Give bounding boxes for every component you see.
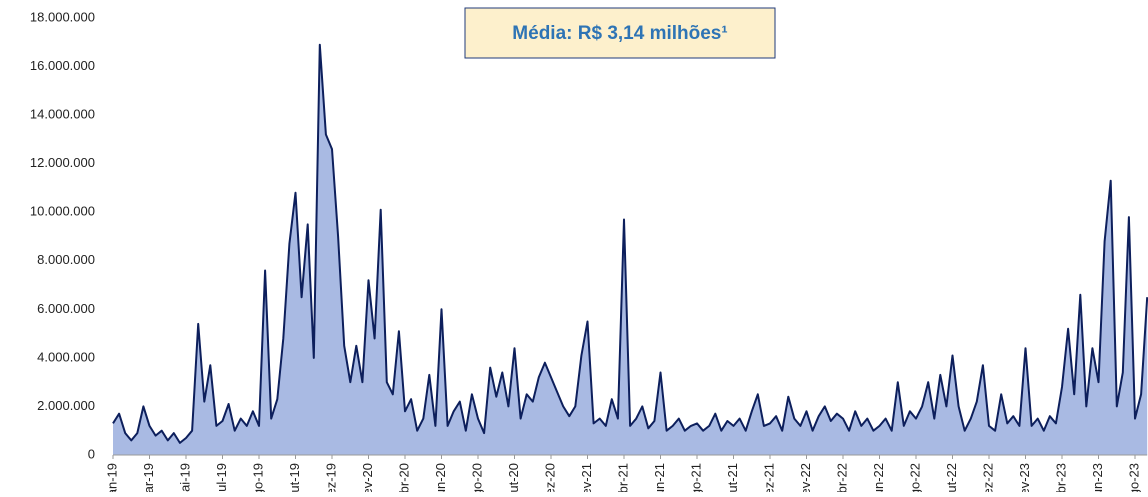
area [113, 44, 1148, 455]
x-tick-label: abr-20 [396, 463, 411, 492]
x-tick-label: out-20 [506, 463, 521, 492]
x-tick-label: fev-22 [798, 463, 813, 492]
y-tick-label: 0 [88, 446, 95, 461]
x-tick-label: ago-21 [688, 463, 703, 492]
x-tick-label: dez-19 [323, 463, 338, 492]
x-tick-label: abr-23 [1053, 463, 1068, 492]
x-tick-label: dez-20 [542, 463, 557, 492]
x-tick-label: jun-21 [652, 463, 667, 492]
y-tick-label: 8.000.000 [37, 252, 95, 267]
x-tick-label: ago-20 [469, 463, 484, 492]
x-tick-label: jun-22 [871, 463, 886, 492]
annotation-box [464, 7, 776, 59]
x-tick-label: out-21 [725, 463, 740, 492]
y-tick-label: 12.000.000 [30, 155, 95, 170]
x-tick-label: fev-21 [579, 463, 594, 492]
x-tick-label: mar-19 [141, 463, 156, 492]
y-tick-label: 14.000.000 [30, 107, 95, 122]
x-tick-label: dez-22 [980, 463, 995, 492]
x-tick-label: ago-19 [250, 463, 265, 492]
y-tick-label: 2.000.000 [37, 398, 95, 413]
x-tick-label: ago-23 [1126, 463, 1141, 492]
y-tick-label: 6.000.000 [37, 301, 95, 316]
y-tick-label: 18.000.000 [30, 9, 95, 24]
x-tick-label: out-22 [944, 463, 959, 492]
y-tick-label: 16.000.000 [30, 58, 95, 73]
y-tick-label: 10.000.000 [30, 204, 95, 219]
x-tick-label: fev-20 [360, 463, 375, 492]
x-tick-label: jan-19 [104, 463, 119, 492]
x-tick-label: jun-23 [1090, 463, 1105, 492]
x-tick-label: jun-20 [433, 463, 448, 492]
x-tick-label: ago-22 [907, 463, 922, 492]
x-tick-label: mai-19 [177, 463, 192, 492]
x-tick-label: jul-19 [214, 463, 229, 492]
x-tick-label: out-19 [287, 463, 302, 492]
x-tick-label: dez-21 [761, 463, 776, 492]
x-tick-label: fev-23 [1017, 463, 1032, 492]
annotation: Média: R$ 3,14 milhões¹ [512, 23, 727, 44]
line [112, 43, 1148, 444]
y-tick-label: 4.000.000 [37, 349, 95, 364]
x-tick-label: abr-21 [615, 463, 630, 492]
x-tick-label: abr-22 [834, 463, 849, 492]
